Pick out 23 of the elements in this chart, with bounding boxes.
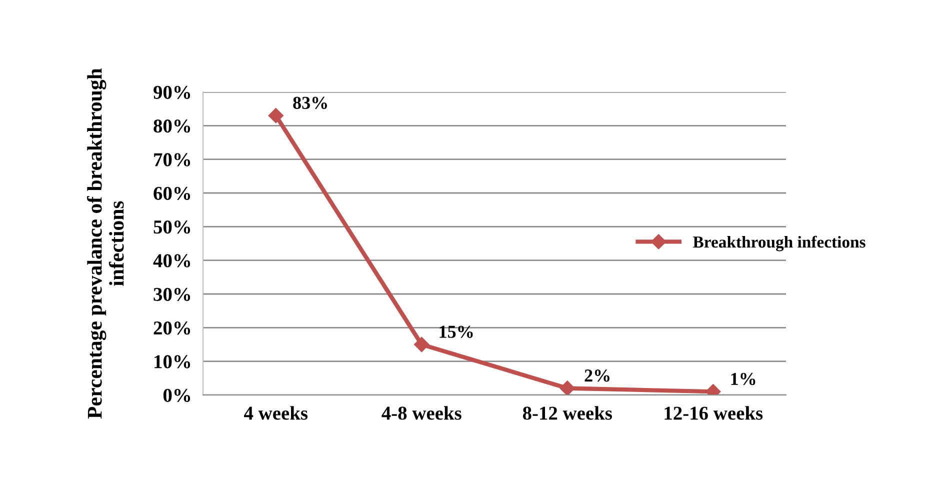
data-label: 2% xyxy=(584,369,610,382)
data-label: 15% xyxy=(440,326,473,338)
point xyxy=(414,336,430,352)
x-tick-label: 12-16 weeks xyxy=(664,406,763,420)
y-tick-label: 0% xyxy=(163,388,190,402)
y-axis-title: Percentage prevalance of breakthrough infections xyxy=(86,68,124,419)
legend-label: Breakthrough infections xyxy=(693,236,866,252)
y-tick-label: 70% xyxy=(154,153,190,166)
x-tick-label: 4-8 weeks xyxy=(382,406,462,420)
y-tick-label: 10% xyxy=(154,355,190,368)
data-label: 83% xyxy=(293,96,327,110)
y-tick-label: 80% xyxy=(154,119,190,133)
x-tick-label: 8-12 weeks xyxy=(522,406,612,420)
y-tick-label: 30% xyxy=(154,288,190,301)
x-tick-label: 4 weeks xyxy=(244,406,308,420)
point xyxy=(560,380,575,395)
data-label: 1% xyxy=(731,372,756,386)
y-tick-label: 40% xyxy=(153,254,190,268)
point xyxy=(268,108,284,124)
y-tick-label: 20% xyxy=(154,321,190,335)
y-tick-label: 50% xyxy=(154,220,190,234)
y-tick-label: 60% xyxy=(154,186,190,200)
y-tick-label: 90% xyxy=(154,86,190,99)
